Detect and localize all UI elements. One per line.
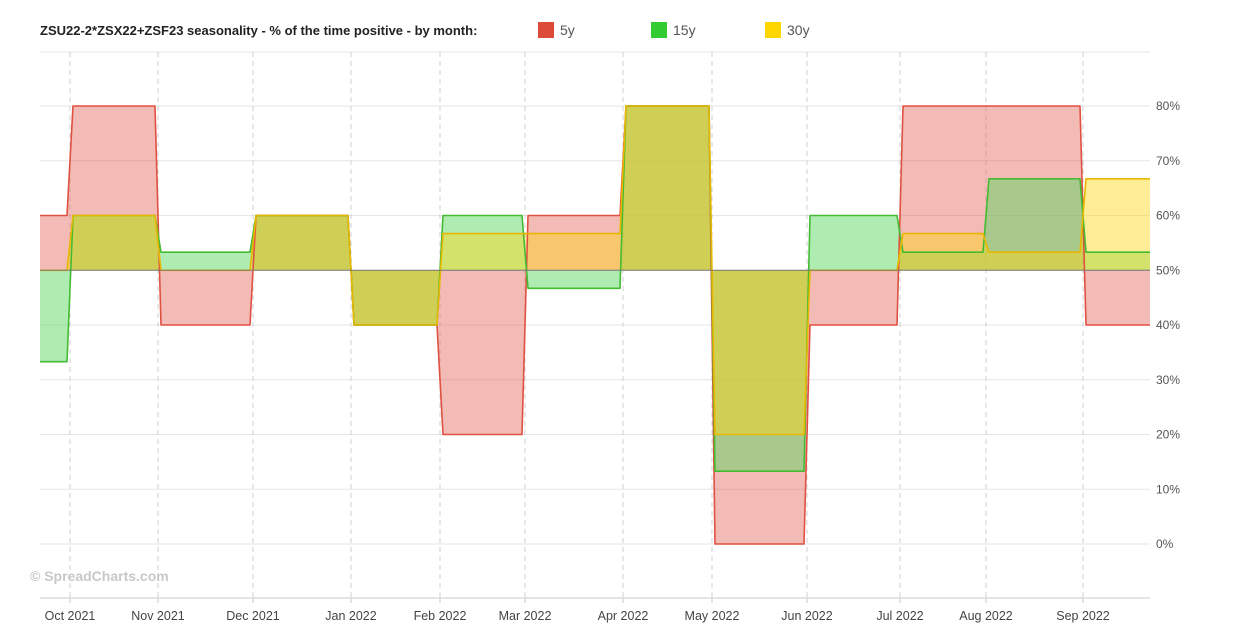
chart-title: ZSU22-2*ZSX22+ZSF23 seasonality - % of t… [40,22,478,38]
series-line-5y [40,105,1150,545]
x-tick-label: Apr 2022 [598,609,649,623]
x-tick-label: Jan 2022 [325,609,376,623]
y-tick-label: 60% [1156,209,1180,223]
x-tick-label: Feb 2022 [414,609,467,623]
watermark: © SpreadCharts.com [30,568,169,584]
series-lines [40,105,1150,545]
legend-label-5y: 5y [560,22,575,38]
x-tick-label: Jun 2022 [781,609,832,623]
legend-item-15y[interactable]: 15y [651,20,696,40]
y-tick-label: 10% [1156,482,1180,496]
legend-item-30y[interactable]: 30y [765,20,810,40]
legend-swatch-5y [538,22,554,38]
y-axis: 0% 10% 20% 30% 40% 50% 60% 70% 80% [1156,99,1180,551]
x-tick-label: Oct 2021 [45,609,96,623]
x-tick-label: Sep 2022 [1056,609,1110,623]
y-tick-label: 50% [1156,263,1180,277]
series-line-15y [40,105,1150,472]
x-tick-label: Aug 2022 [959,609,1013,623]
legend-swatch-15y [651,22,667,38]
y-tick-label: 30% [1156,373,1180,387]
y-tick-label: 40% [1156,318,1180,332]
x-tick-label: Dec 2021 [226,609,280,623]
y-tick-label: 80% [1156,99,1180,113]
x-axis: Oct 2021 Nov 2021 Dec 2021 Jan 2022 Feb 2022… [45,598,1110,623]
x-tick-label: Nov 2021 [131,609,185,623]
y-tick-label: 0% [1156,537,1174,551]
x-tick-label: Jul 2022 [876,609,923,623]
y-tick-label: 70% [1156,154,1180,168]
chart-header: ZSU22-2*ZSX22+ZSF23 seasonality - % of t… [40,20,477,40]
legend-label-30y: 30y [787,22,810,38]
legend-item-5y[interactable]: 5y [538,20,575,40]
y-tick-label: 20% [1156,428,1180,442]
grid [40,51,1150,599]
legend-label-15y: 15y [673,22,696,38]
legend-swatch-30y [765,22,781,38]
x-tick-label: Mar 2022 [499,609,552,623]
x-tick-label: May 2022 [685,609,740,623]
